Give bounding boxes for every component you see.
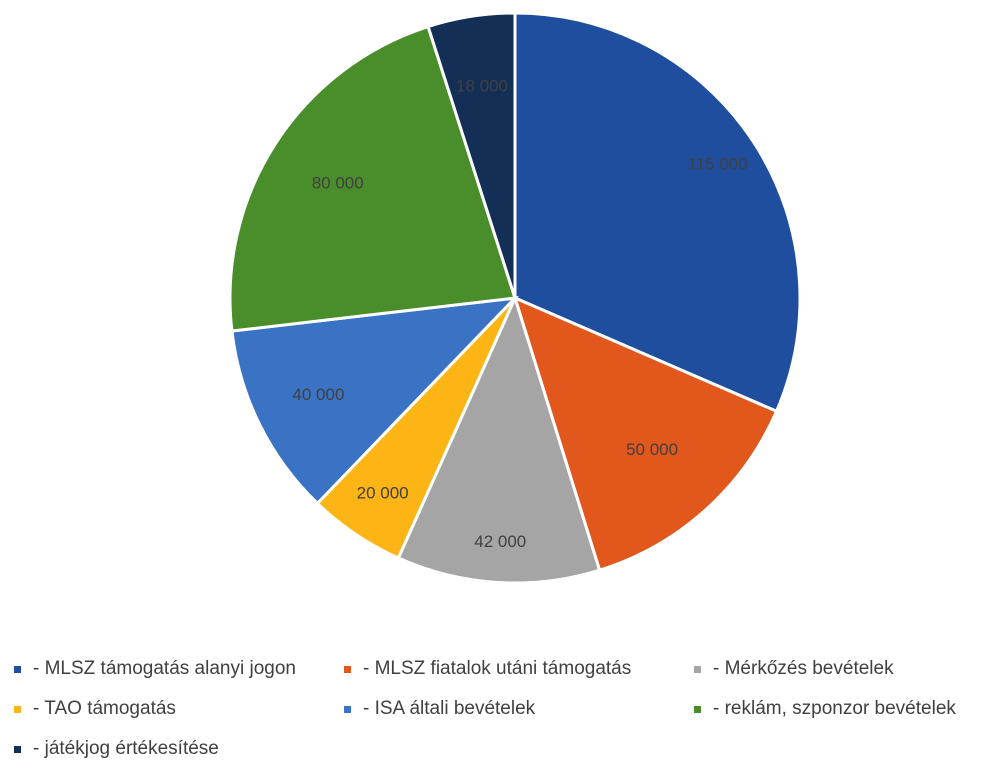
legend-item: - Mérkőzés bevételek <box>694 654 894 684</box>
data-label: 80 000 <box>312 173 364 192</box>
pie-slice <box>230 296 519 506</box>
data-label: 50 000 <box>626 440 678 459</box>
legend-swatch <box>14 665 21 673</box>
pie-slice <box>228 24 517 333</box>
legend-swatch <box>344 665 351 673</box>
data-label: 20 000 <box>357 484 409 503</box>
pie-slice <box>426 11 517 299</box>
legend-label: - reklám, szponzor bevételek <box>713 698 956 719</box>
legend-item: - TAO támogatás <box>14 694 176 724</box>
legend-label: - TAO támogatás <box>33 698 176 719</box>
data-label: 115 000 <box>687 155 747 174</box>
legend-label: - ISA általi bevételek <box>363 698 536 719</box>
legend-label: - MLSZ támogatás alanyi jogon <box>33 658 296 679</box>
legend-item: - MLSZ fiatalok utáni támogatás <box>344 654 631 684</box>
legend-item: - játékjog értékesítése <box>14 734 219 764</box>
legend-label: - Mérkőzés bevételek <box>713 658 894 679</box>
data-label: 42 000 <box>474 532 526 551</box>
legend-swatch <box>344 705 351 713</box>
legend-swatch <box>694 705 701 713</box>
pie-slice <box>513 11 802 414</box>
legend-swatch <box>694 665 701 673</box>
legend-item: - ISA általi bevételek <box>344 694 535 724</box>
pie-chart-svg: 115 000 50 000 42 000 20 000 40 000 80 000 18 … <box>228 11 802 585</box>
legend-swatch <box>14 705 21 713</box>
data-label: 40 000 <box>292 385 344 404</box>
pie-slice <box>396 293 602 585</box>
data-label: 18 000 <box>456 76 508 95</box>
pie-slice <box>512 295 779 573</box>
legend: - MLSZ támogatás alanyi jogon - MLSZ fiat… <box>14 654 999 774</box>
legend-label: - játékjog értékesítése <box>33 738 219 759</box>
legend-item: - MLSZ támogatás alanyi jogon <box>14 654 296 684</box>
legend-swatch <box>14 745 21 753</box>
pie-slices <box>228 11 802 585</box>
pie-data-labels: 115 000 50 000 42 000 20 000 40 000 80 000 18 … <box>292 76 747 551</box>
legend-label: - MLSZ fiatalok utáni támogatás <box>363 658 632 679</box>
legend-item: - reklám, szponzor bevételek <box>694 694 956 724</box>
